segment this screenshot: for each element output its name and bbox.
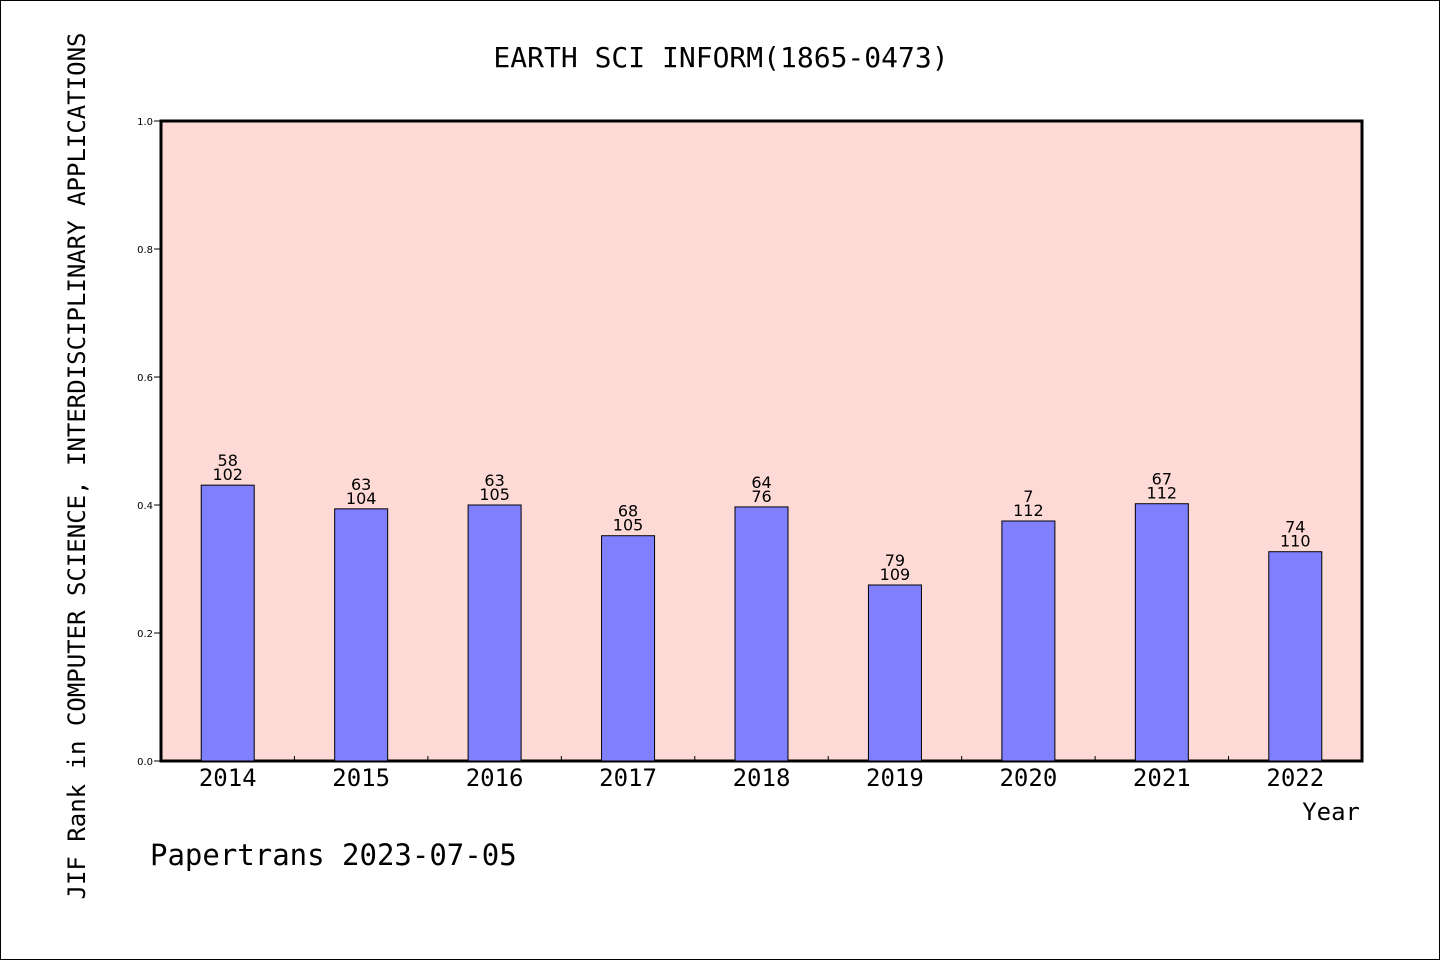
bar-total-label: 109 <box>880 565 911 584</box>
bar-labels: 5810263104631056810564767910971126711274… <box>212 451 1310 584</box>
bar-rank-label: 68 <box>618 502 638 521</box>
x-tick-label: 2020 <box>999 764 1057 792</box>
y-tick-label: 0.2 <box>137 629 153 640</box>
x-axis-label: Year <box>1302 798 1360 826</box>
bar <box>734 506 789 762</box>
bar <box>467 504 522 762</box>
bar <box>601 535 656 762</box>
bar-total-label: 105 <box>479 485 510 504</box>
x-tick-label: 2019 <box>866 764 924 792</box>
chart-title: EARTH SCI INFORM(1865-0473) <box>493 41 948 74</box>
bar-rank-label: 63 <box>351 475 371 494</box>
y-tick-label: 1.0 <box>137 117 153 128</box>
x-tick-label: 2014 <box>199 764 257 792</box>
bar-total-label: 102 <box>212 465 243 484</box>
bar-total-label: 104 <box>346 489 377 508</box>
x-ticks: 2014 2015 2016 2017 2018 2019 2020 2021 2022 <box>199 756 1324 792</box>
bar <box>1134 503 1189 762</box>
x-tick-label: 2022 <box>1266 764 1324 792</box>
bar-total-label: 112 <box>1013 501 1044 520</box>
bar <box>334 508 389 762</box>
y-tick-label: 0.4 <box>137 501 153 512</box>
y-tick-label: 0.0 <box>137 757 153 768</box>
bar-rank-label: 74 <box>1285 518 1305 537</box>
bar-rank-label: 64 <box>751 473 771 492</box>
bar-total-label: 112 <box>1147 484 1178 503</box>
bar <box>867 584 922 762</box>
y-tick-label: 0.8 <box>137 245 153 256</box>
footer-text: Papertrans 2023-07-05 <box>150 838 517 872</box>
bar-rank-label: 58 <box>218 451 238 470</box>
y-tick-label: 0.6 <box>137 373 153 384</box>
bar-rank-label: 63 <box>484 471 504 490</box>
bar-rank-label: 67 <box>1152 470 1172 489</box>
y-ticks: 0.0 0.2 0.4 0.6 0.8 1.0 <box>137 117 161 768</box>
x-tick-label: 2017 <box>599 764 657 792</box>
bar-rank-label: 7 <box>1023 487 1033 506</box>
bar-total-label: 76 <box>751 487 771 506</box>
x-tick-label: 2021 <box>1133 764 1191 792</box>
x-tick-label: 2018 <box>733 764 791 792</box>
bar <box>1001 520 1056 762</box>
bar-rank-label: 79 <box>885 551 905 570</box>
x-tick-label: 2016 <box>466 764 524 792</box>
x-tick-label: 2015 <box>332 764 390 792</box>
bar <box>200 484 255 762</box>
bar-total-label: 110 <box>1280 532 1311 551</box>
bar-total-label: 105 <box>613 516 644 535</box>
bars <box>200 484 1323 762</box>
y-axis-label: JIF Rank in COMPUTER SCIENCE, INTERDISCI… <box>63 33 91 900</box>
bar <box>1268 551 1323 762</box>
